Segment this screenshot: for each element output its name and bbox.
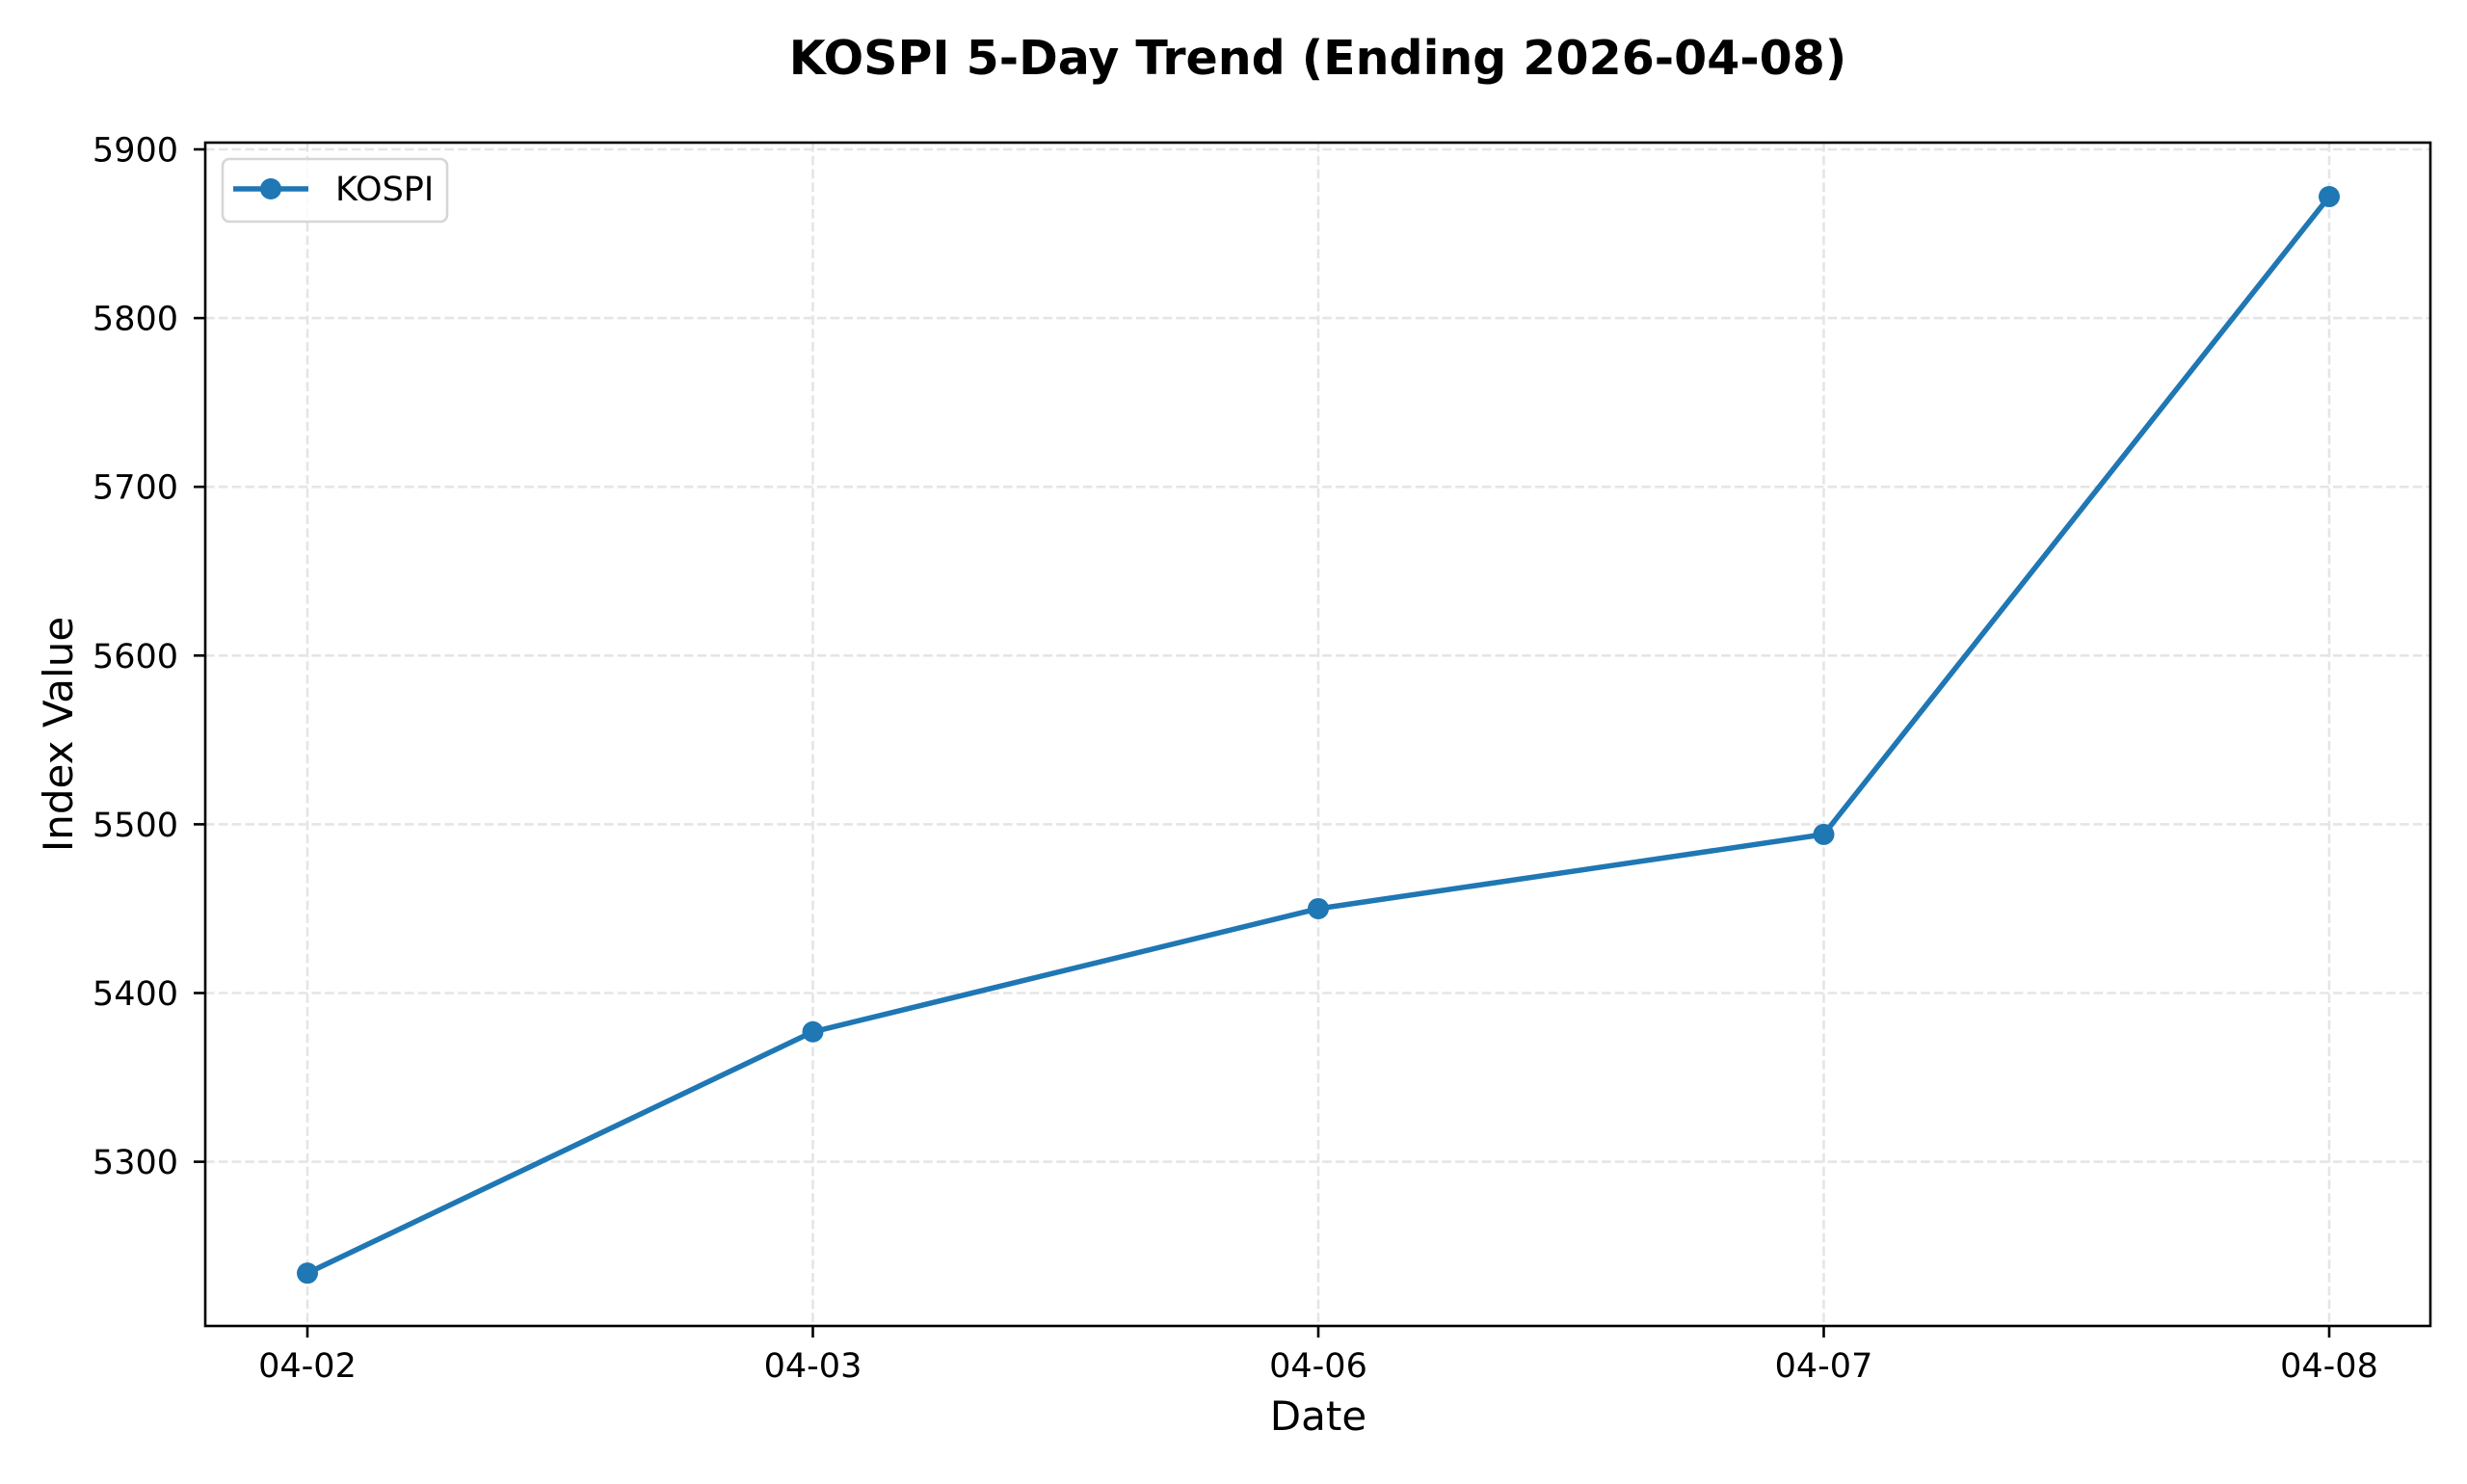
- data-point-marker[interactable]: [1308, 897, 1329, 919]
- y-tick-label: 5900: [93, 132, 178, 171]
- x-axis-label: Date: [1270, 1392, 1366, 1440]
- y-tick-label: 5300: [93, 1144, 178, 1182]
- data-point-marker[interactable]: [1813, 823, 1835, 845]
- legend-marker-icon: [260, 178, 281, 199]
- x-axis-ticks: 04-02 04-03 04-06 04-07 04-08: [258, 1326, 2378, 1386]
- x-tick-label: 04-02: [258, 1347, 357, 1386]
- y-tick-label: 5800: [93, 301, 178, 339]
- data-series: [297, 186, 2340, 1285]
- x-tick-label: 04-08: [2280, 1347, 2378, 1386]
- y-tick-label: 5500: [93, 807, 178, 845]
- y-tick-label: 5400: [93, 975, 178, 1014]
- y-axis-label: Index Value: [35, 617, 82, 852]
- x-tick-label: 04-06: [1269, 1347, 1367, 1386]
- data-point-marker[interactable]: [2319, 186, 2340, 208]
- legend-label-kospi: KOSPI: [335, 171, 434, 209]
- y-axis-ticks: 5300 5400 5500 5600 5700 5800 5900: [93, 132, 205, 1182]
- data-point-marker[interactable]: [297, 1262, 318, 1285]
- y-tick-label: 5600: [93, 638, 178, 676]
- x-tick-label: 04-03: [764, 1347, 862, 1386]
- legend-frame: [221, 157, 449, 224]
- legend: KOSPI: [221, 157, 449, 224]
- x-tick-label: 04-07: [1775, 1347, 1873, 1386]
- grid-lines: [205, 143, 2430, 1326]
- y-tick-label: 5700: [93, 469, 178, 508]
- chart-title: KOSPI 5-Day Trend (Ending 2026-04-08): [789, 31, 1847, 86]
- data-point-marker[interactable]: [802, 1020, 824, 1043]
